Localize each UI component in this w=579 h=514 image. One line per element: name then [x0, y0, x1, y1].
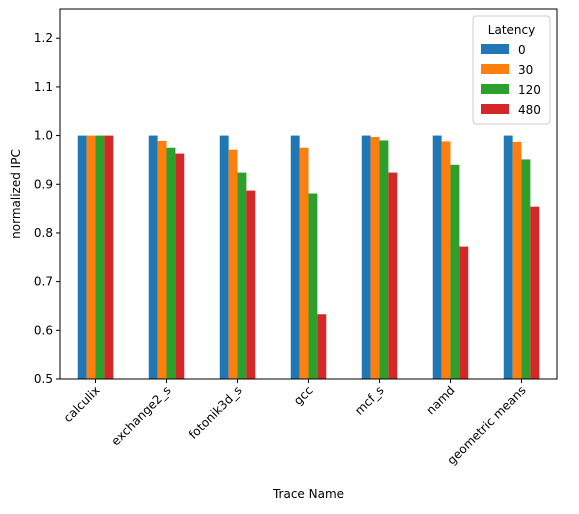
legend-swatch-0 [481, 44, 509, 54]
x-tick-label: geometric means [444, 383, 528, 467]
x-tick-label: namd [423, 383, 457, 417]
legend-title: Latency [488, 23, 535, 37]
bar-0-gcc [291, 136, 300, 379]
bar-120-gcc [309, 194, 318, 379]
bar-0-fotonik3d_s [220, 136, 229, 379]
bar-120-fotonik3d_s [238, 173, 247, 379]
legend-swatch-120 [481, 84, 509, 94]
legend-label-120: 120 [518, 83, 541, 97]
bar-30-exchange2_s [158, 141, 167, 379]
legend-label-30: 30 [518, 63, 533, 77]
bar-120-exchange2_s [167, 148, 176, 379]
x-tick-label: calculix [61, 383, 103, 425]
bar-120-calculix [96, 136, 105, 379]
x-tick-label: mcf_s [352, 383, 386, 417]
bar-480-fotonik3d_s [246, 191, 255, 379]
x-tick-label: gcc [291, 383, 316, 408]
bar-0-exchange2_s [149, 136, 158, 379]
y-tick-label: 1.1 [34, 80, 53, 94]
bar-30-namd [442, 141, 451, 379]
bar-30-geometric-means [513, 142, 522, 379]
bar-120-mcf_s [380, 140, 389, 379]
legend-swatch-480 [481, 104, 509, 114]
bar-30-fotonik3d_s [229, 150, 238, 379]
bar-0-calculix [78, 136, 87, 379]
y-tick-label: 0.6 [34, 323, 53, 337]
legend-swatch-30 [481, 64, 509, 74]
bar-480-geometric-means [530, 207, 539, 379]
bar-480-gcc [317, 314, 326, 379]
y-tick-label: 0.5 [34, 372, 53, 386]
bar-480-namd [459, 247, 468, 379]
y-tick-label: 1.0 [34, 129, 53, 143]
x-tick-label: fotonik3d_s [186, 383, 245, 442]
bar-480-exchange2_s [175, 154, 184, 379]
bar-120-geometric-means [522, 159, 531, 379]
y-axis: 0.5 0.6 0.7 0.8 0.9 1.0 1.1 1.2 [34, 31, 60, 386]
bar-0-namd [433, 136, 442, 379]
bar-30-calculix [87, 136, 96, 379]
bars-layer [78, 136, 540, 379]
bar-30-gcc [300, 148, 309, 379]
bar-480-calculix [104, 136, 113, 379]
bar-480-mcf_s [388, 173, 397, 379]
bar-120-namd [451, 165, 460, 379]
bar-30-mcf_s [371, 137, 380, 379]
x-axis-label: Trace Name [272, 487, 344, 501]
y-tick-label: 1.2 [34, 31, 53, 45]
bar-0-geometric-means [504, 136, 513, 379]
bar-0-mcf_s [362, 136, 371, 379]
y-tick-label: 0.7 [34, 275, 53, 289]
legend-label-0: 0 [518, 43, 526, 57]
legend-label-480: 480 [518, 103, 541, 117]
legend: Latency 0 30 120 480 [473, 16, 550, 124]
y-tick-label: 0.8 [34, 226, 53, 240]
x-axis: calculix exchange2_s fotonik3d_s gcc mcf_s na… [61, 379, 529, 467]
y-axis-label: normalized IPC [9, 149, 23, 239]
x-tick-label: exchange2_s [108, 383, 173, 448]
y-tick-label: 0.9 [34, 177, 53, 191]
